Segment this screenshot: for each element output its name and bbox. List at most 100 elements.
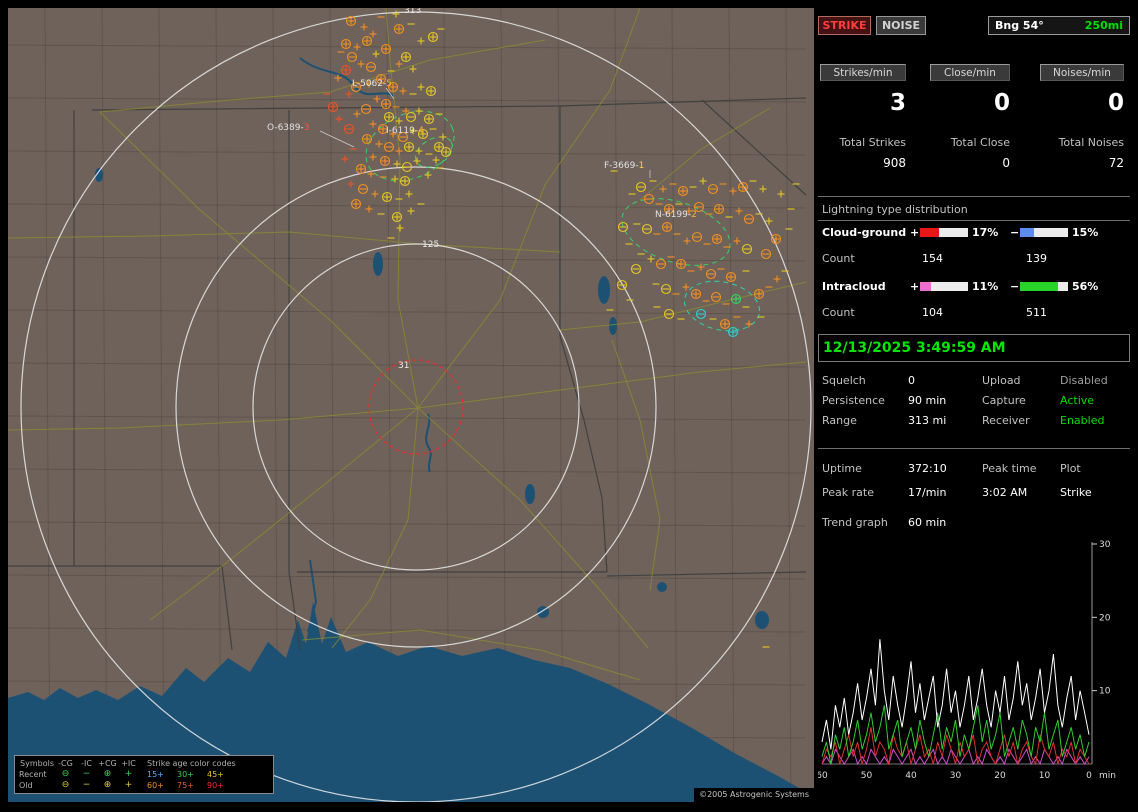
lake	[95, 168, 103, 182]
storm-labels: L-5062-5 O-6389-3 I-6119-4 F-3669-1 N-6199-2	[267, 79, 697, 220]
range-value: 250mi	[1084, 19, 1123, 32]
map-canvas: 313 125 31 L-5062-5 O-6389-3 I-6119-4 F-3669-1…	[8, 8, 812, 802]
y-tick-label: 20	[1099, 613, 1111, 623]
svg-text:313: 313	[404, 8, 421, 16]
dist-bar	[1020, 282, 1068, 291]
copyright-text: ©2005 Astrogenic Systems	[694, 788, 814, 802]
count-label: Count	[822, 252, 855, 265]
stat-label: Peak rate	[822, 486, 874, 499]
legend-symbol: −	[82, 780, 91, 790]
trend-graph-label: Trend graph	[822, 516, 888, 529]
divider	[818, 196, 1130, 197]
storm-label-leaders	[319, 87, 651, 178]
dist-pct-negative: 56%	[1072, 280, 1099, 293]
legend-symbol: ⊖	[61, 769, 70, 779]
storm-cell-ellipse	[621, 198, 731, 266]
y-tick-label: 10	[1099, 687, 1111, 697]
legend-header: -IC	[81, 759, 92, 768]
dist-pct-positive: 17%	[972, 226, 999, 239]
age-code: 45+	[207, 770, 224, 779]
map-legend: Symbols -CG -IC +CG +IC Recent ⊖ − ⊕ + Old ⊖ − ⊕ + Stri…	[14, 755, 274, 794]
setting-value: 90 min	[908, 394, 947, 407]
storm-cell-ellipse	[365, 110, 455, 182]
dist-bar	[920, 282, 968, 291]
setting-value: Disabled	[1060, 374, 1108, 387]
setting-label: Persistence	[822, 394, 885, 407]
legend-symbol: ⊕	[103, 780, 112, 790]
control-panel: STRIKE NOISE Bng 54° 250mi Lightning typ…	[818, 8, 1130, 804]
svg-text:125: 125	[422, 240, 439, 250]
rate-value: 0	[993, 90, 1010, 116]
rate-button-close-min[interactable]: Close/min	[930, 64, 1010, 81]
ring-labels: 313 125 31	[398, 8, 439, 371]
count-value-positive: 104	[922, 306, 943, 319]
legend-symbol: +	[124, 769, 133, 779]
legend-symbol: +	[124, 780, 133, 790]
state-borders	[8, 97, 807, 651]
legend-symbol: −	[82, 769, 91, 779]
total-value: 908	[883, 156, 906, 170]
age-title: Strike age color codes	[147, 759, 236, 768]
lake	[609, 317, 617, 335]
rate-button-noises-min[interactable]: Noises/min	[1040, 64, 1124, 81]
dist-name: Intracloud	[822, 280, 886, 293]
setting-label: Upload	[982, 374, 1021, 387]
storm-label: N-6199-2	[655, 210, 697, 220]
count-value-negative: 139	[1026, 252, 1047, 265]
x-axis-unit: min	[1099, 771, 1116, 781]
lake	[525, 484, 535, 504]
legend-header: Symbols	[20, 759, 54, 768]
trend-window-value: 60 min	[908, 516, 947, 529]
strike-mode-button[interactable]: STRIKE	[818, 16, 871, 35]
storm-label: O-6389-3	[267, 123, 309, 133]
stat-value: Strike	[1060, 486, 1092, 499]
x-tick-label: 0	[1086, 771, 1092, 781]
total-label: Total Noises	[1058, 136, 1124, 149]
dist-pct-negative: 15%	[1072, 226, 1099, 239]
range-rings	[20, 11, 812, 802]
age-code: 90+	[207, 781, 224, 790]
setting-value: Active	[1060, 394, 1095, 407]
legend-header: +IC	[121, 759, 136, 768]
stat-value: 372:10	[908, 462, 947, 475]
datetime-display: 12/13/2025 3:49:59 AM	[823, 340, 1006, 356]
count-value-positive: 154	[922, 252, 943, 265]
lake	[657, 582, 667, 592]
storm-label: I-6119-4	[386, 126, 424, 136]
storm-cell-ellipse	[415, 136, 453, 168]
age-code: 30+	[177, 770, 194, 779]
storm-cell-ellipse	[683, 280, 761, 332]
x-tick-label: 40	[905, 771, 917, 781]
close-alarm-ring	[368, 359, 464, 455]
storm-label: L-5062-5	[352, 79, 392, 89]
gulf-of-mexico	[8, 602, 806, 802]
noise-mode-button[interactable]: NOISE	[876, 16, 926, 35]
total-label: Total Strikes	[839, 136, 906, 149]
y-tick-label: 30	[1099, 540, 1111, 550]
plus-sign: +	[910, 280, 920, 293]
datetime-box: 12/13/2025 3:49:59 AM	[818, 334, 1130, 362]
stat-value: 3:02 AM	[982, 486, 1028, 499]
x-tick-label: 60	[818, 771, 828, 781]
trend-graph: 10 20 30 60 50 40 30 20 10 0 min	[818, 540, 1116, 781]
stat-label: Plot	[1060, 462, 1081, 475]
total-value: 0	[1002, 156, 1010, 170]
lightning-map[interactable]: 313 125 31 L-5062-5 O-6389-3 I-6119-4 F-3669-1…	[8, 8, 814, 802]
age-code: 60+	[147, 781, 164, 790]
rate-button-strikes-min[interactable]: Strikes/min	[820, 64, 906, 81]
legend-header: -CG	[58, 759, 73, 768]
stat-label: Uptime	[822, 462, 862, 475]
plus-sign: +	[910, 226, 920, 239]
legend-header: +CG	[98, 759, 117, 768]
bearing-range-display[interactable]: Bng 54° 250mi	[988, 16, 1130, 35]
x-tick-label: 30	[950, 771, 962, 781]
setting-value: Enabled	[1060, 414, 1105, 427]
setting-label: Capture	[982, 394, 1026, 407]
stat-label: Peak time	[982, 462, 1037, 475]
rate-value: 3	[889, 90, 906, 116]
dist-bar	[1020, 228, 1068, 237]
rate-value: 0	[1107, 90, 1124, 116]
lake	[598, 276, 610, 304]
divider	[818, 448, 1130, 449]
